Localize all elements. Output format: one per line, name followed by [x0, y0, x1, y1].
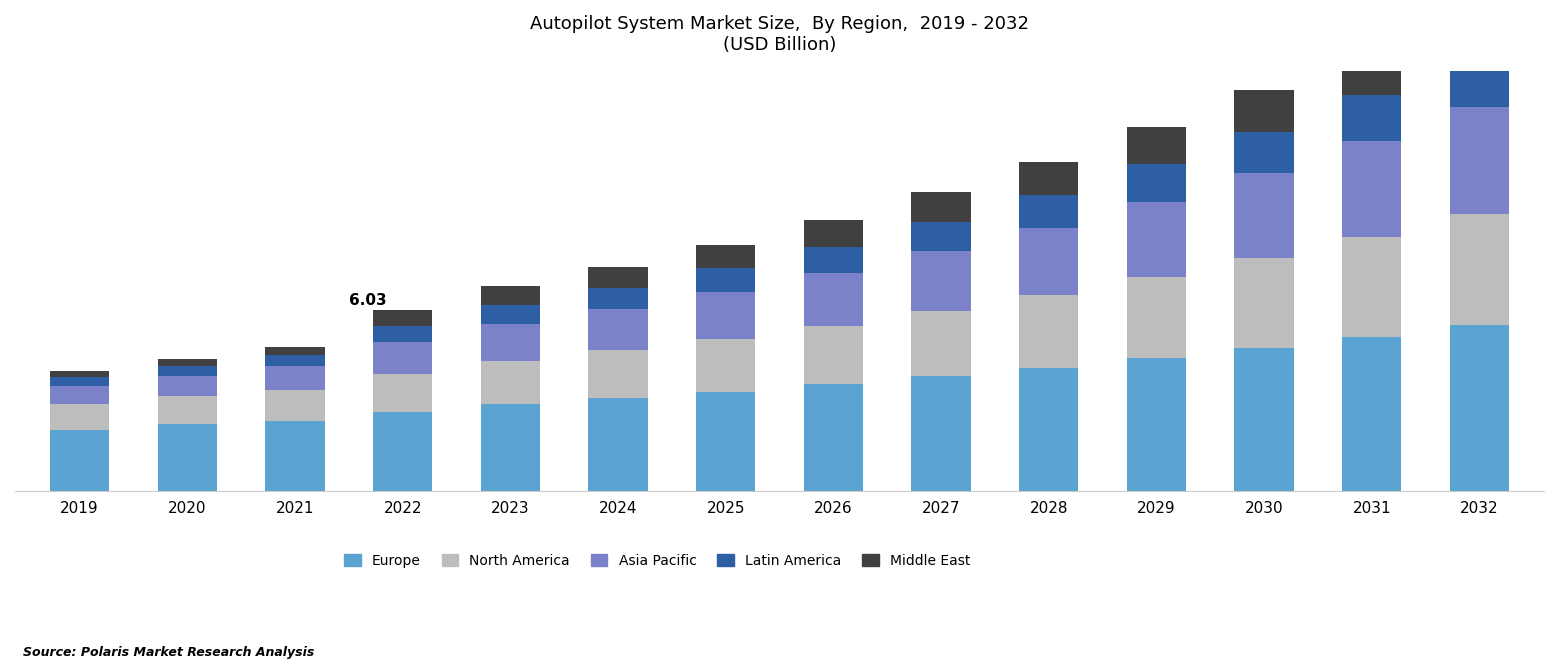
Bar [695, 268, 755, 292]
Legend: Europe, North America, Asia Pacific, Latin America, Middle East: Europe, North America, Asia Pacific, Lat… [338, 548, 976, 573]
Bar [804, 220, 864, 246]
Bar [912, 222, 971, 251]
Bar [1127, 127, 1186, 165]
Bar [804, 246, 864, 273]
Bar [265, 421, 324, 491]
Bar [1342, 141, 1402, 237]
Bar [50, 378, 109, 386]
Bar [1342, 49, 1402, 95]
Bar [157, 396, 217, 424]
Bar [373, 310, 432, 326]
Bar [1342, 95, 1402, 141]
Bar [1127, 165, 1186, 202]
Bar [1450, 107, 1509, 214]
Bar [50, 386, 109, 404]
Bar [1020, 228, 1079, 295]
Bar [912, 251, 971, 311]
Bar [588, 398, 647, 491]
Bar [373, 374, 432, 412]
Bar [480, 360, 539, 404]
Bar [804, 273, 864, 326]
Bar [480, 324, 539, 360]
Bar [1127, 358, 1186, 491]
Bar [480, 305, 539, 324]
Bar [1127, 278, 1186, 358]
Bar [265, 366, 324, 390]
Bar [1020, 295, 1079, 368]
Bar [265, 355, 324, 366]
Bar [588, 267, 647, 288]
Bar [373, 412, 432, 491]
Bar [50, 371, 109, 378]
Bar [1342, 237, 1402, 337]
Bar [373, 326, 432, 342]
Bar [1235, 173, 1294, 258]
Bar [695, 245, 755, 268]
Bar [588, 288, 647, 309]
Bar [1342, 337, 1402, 491]
Bar [1235, 348, 1294, 491]
Bar [1450, 3, 1509, 55]
Bar [480, 286, 539, 305]
Bar [265, 347, 324, 355]
Text: 6.03: 6.03 [349, 293, 387, 308]
Bar [157, 376, 217, 396]
Bar [1235, 258, 1294, 348]
Text: Source: Polaris Market Research Analysis: Source: Polaris Market Research Analysis [23, 646, 315, 659]
Bar [695, 292, 755, 338]
Bar [157, 366, 217, 376]
Bar [1020, 162, 1079, 194]
Bar [1450, 214, 1509, 325]
Bar [588, 350, 647, 398]
Bar [912, 376, 971, 491]
Bar [50, 404, 109, 430]
Bar [157, 424, 217, 491]
Bar [373, 342, 432, 374]
Bar [480, 404, 539, 491]
Bar [588, 309, 647, 350]
Bar [695, 338, 755, 392]
Bar [804, 326, 864, 384]
Bar [265, 390, 324, 421]
Bar [695, 392, 755, 491]
Bar [1020, 368, 1079, 491]
Bar [1235, 132, 1294, 173]
Bar [157, 359, 217, 366]
Bar [804, 384, 864, 491]
Bar [1450, 325, 1509, 491]
Bar [1020, 194, 1079, 228]
Bar [1235, 91, 1294, 132]
Bar [912, 311, 971, 376]
Bar [1127, 202, 1186, 278]
Bar [912, 192, 971, 222]
Bar [1450, 55, 1509, 107]
Bar [50, 430, 109, 491]
Title: Autopilot System Market Size,  By Region,  2019 - 2032
(USD Billion): Autopilot System Market Size, By Region,… [530, 15, 1029, 54]
